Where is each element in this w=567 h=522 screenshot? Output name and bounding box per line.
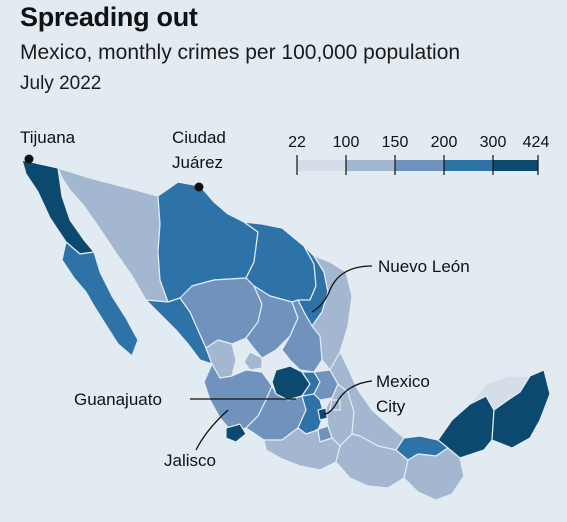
label-ciudad: Ciudad (172, 128, 226, 147)
label-mexico: Mexico (376, 372, 430, 391)
map-period: July 2022 (20, 73, 102, 94)
state-chiapas (403, 447, 465, 501)
state-baja-california-sur (61, 241, 139, 357)
label-guanajuato: Guanajuato (74, 390, 162, 409)
nuevo-leon-leader (311, 265, 373, 313)
state-zacatecas (245, 285, 299, 359)
legend-tick-150: 150 (382, 134, 409, 151)
label-jalisco: Jalisco (164, 451, 216, 470)
map-subtitle: Mexico, monthly crimes per 100,000 popul… (20, 41, 461, 64)
label-tijuana: Tijuana (20, 128, 76, 147)
legend-tick-200: 200 (431, 134, 458, 151)
legend-swatch-1 (297, 160, 346, 171)
label-juarez: Juárez (172, 153, 223, 172)
state-baja-california (21, 159, 95, 255)
legend-swatch-4 (444, 160, 493, 171)
legend-tick-424: 424 (523, 134, 550, 151)
legend: 22 100 150 200 300 424 (288, 134, 549, 175)
state-aguascalientes (243, 351, 263, 371)
label-city: City (376, 397, 406, 416)
label-nuevo-leon: Nuevo León (378, 257, 470, 276)
states (21, 159, 551, 501)
state-colima (225, 423, 247, 443)
state-quintana-roo (491, 369, 551, 449)
legend-tick-300: 300 (480, 134, 507, 151)
ciudad-juarez-marker (194, 182, 204, 192)
legend-swatch-5 (493, 160, 538, 171)
tijuana-marker (24, 154, 34, 164)
mexico-city-leader (323, 380, 373, 415)
legend-tick-22: 22 (288, 134, 306, 151)
jalisco-leader (195, 409, 229, 451)
map-title: Spreading out (20, 2, 198, 32)
legend-swatch-3 (395, 160, 444, 171)
legend-swatch-2 (346, 160, 395, 171)
legend-tick-100: 100 (333, 134, 360, 151)
state-guerrero (263, 427, 341, 471)
